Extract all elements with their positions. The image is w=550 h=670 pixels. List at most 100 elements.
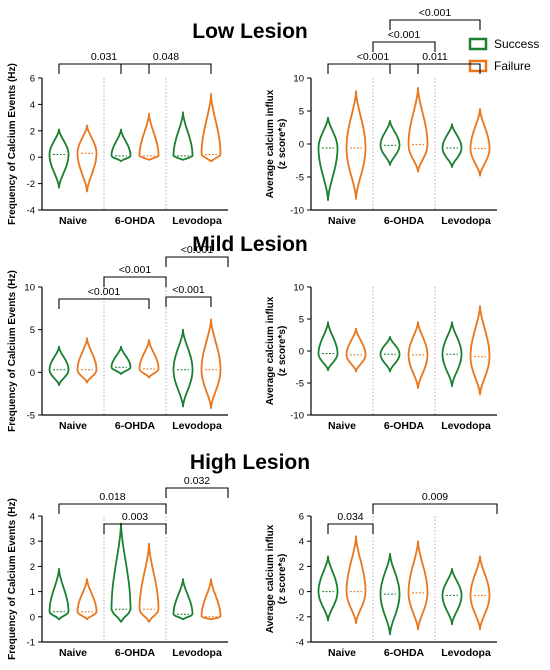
y-axis-title: Average calcium influx xyxy=(265,524,276,633)
y-tick-label: 4 xyxy=(30,512,35,523)
x-tick-label: Naive xyxy=(59,647,87,659)
y-tick-label: 10 xyxy=(24,283,35,294)
x-tick-label: 6-OHDA xyxy=(384,420,425,432)
violin-success xyxy=(379,120,401,166)
violin-success xyxy=(317,321,339,372)
x-tick-label: Naive xyxy=(59,420,87,432)
violin-failure xyxy=(407,540,429,631)
significance-label: 0.003 xyxy=(122,511,148,523)
significance-label: <0.001 xyxy=(119,264,152,276)
y-tick-label: 10 xyxy=(293,283,304,294)
significance-label: <0.001 xyxy=(181,244,214,256)
x-tick-label: Naive xyxy=(59,215,87,227)
significance-label: 0.032 xyxy=(184,475,210,487)
y-tick-label: -10 xyxy=(290,411,304,422)
chart-panel: -10 -5 0 5 10 Average calcium influx (z score*… xyxy=(265,283,497,432)
y-tick-label: 4 xyxy=(299,537,304,548)
chart-panel: -10 -5 0 5 10 Average calcium influx (z score*… xyxy=(265,7,497,227)
y-tick-label: 4 xyxy=(30,100,35,111)
violin-failure xyxy=(138,112,160,161)
panels: -4 -2 0 2 4 6 Frequency of Calcium Events (Hz)… xyxy=(7,7,498,660)
significance-bracket xyxy=(103,276,167,287)
violin-failure xyxy=(200,92,222,163)
chart-panel: -4 -2 0 2 4 6 Average calcium influx (z score*s… xyxy=(265,491,498,659)
violin-success xyxy=(110,522,132,623)
y-axis-title: Frequency of Calcium Events (Hz) xyxy=(7,498,18,660)
x-tick-label: 6-OHDA xyxy=(115,215,156,227)
violin-success xyxy=(172,328,194,408)
y-axis-title: Average calcium influx xyxy=(265,89,276,198)
violin-failure xyxy=(76,337,98,384)
violin-failure xyxy=(469,305,491,396)
y-tick-label: 0 xyxy=(299,347,304,358)
violin-failure xyxy=(345,327,367,373)
significance-bracket xyxy=(327,523,374,534)
x-tick-label: 6-OHDA xyxy=(115,647,156,659)
violin-failure xyxy=(138,542,160,623)
y-tick-label: 3 xyxy=(30,537,35,548)
violin-failure xyxy=(76,124,98,193)
y-axis-title: Average calcium influx xyxy=(265,296,276,405)
violin-failure xyxy=(138,339,160,379)
significance-bracket xyxy=(58,503,167,514)
section-title-low: Low Lesion xyxy=(192,20,308,43)
y-tick-label: -5 xyxy=(296,173,304,184)
violin-failure xyxy=(200,578,222,621)
violin-failure xyxy=(469,108,491,177)
y-tick-label: 0 xyxy=(299,140,304,151)
y-tick-label: -10 xyxy=(290,206,304,217)
significance-bracket xyxy=(165,487,229,498)
violin-success xyxy=(441,123,463,168)
violin-success xyxy=(48,345,70,386)
x-tick-label: Levodopa xyxy=(172,647,222,659)
legend: Success Failure xyxy=(468,37,539,73)
chart-panel: -4 -2 0 2 4 6 Frequency of Calcium Events (Hz)… xyxy=(7,51,228,227)
x-tick-label: 6-OHDA xyxy=(115,420,156,432)
section-title-high: High Lesion xyxy=(190,451,310,474)
violin-success xyxy=(317,116,339,201)
y-tick-label: -2 xyxy=(296,612,304,623)
significance-bracket xyxy=(327,63,419,74)
x-tick-label: Naive xyxy=(328,647,356,659)
significance-bracket xyxy=(372,503,498,514)
y-tick-label: -2 xyxy=(27,179,35,190)
significance-bracket xyxy=(120,63,212,74)
x-tick-label: Naive xyxy=(328,420,356,432)
section-title-mild: Mild Lesion xyxy=(192,233,308,256)
y-axis-title: Frequency of Calcium Events (Hz) xyxy=(7,63,18,225)
violin-failure xyxy=(407,321,429,389)
violin-failure xyxy=(76,578,98,621)
violin-success xyxy=(110,128,132,163)
significance-bracket xyxy=(58,63,150,74)
y-tick-label: -4 xyxy=(296,638,304,649)
y-tick-label: 0 xyxy=(30,153,35,164)
y-tick-label: -5 xyxy=(296,379,304,390)
significance-bracket xyxy=(103,523,167,534)
violin-failure xyxy=(200,318,222,410)
significance-bracket xyxy=(165,296,212,307)
violin-success xyxy=(441,568,463,626)
legend-swatch-failure xyxy=(468,59,488,73)
y-tick-label: -5 xyxy=(27,411,35,422)
legend-label-success: Success xyxy=(494,37,539,51)
x-tick-label: Levodopa xyxy=(172,420,222,432)
y-tick-label: 2 xyxy=(30,562,35,573)
violin-failure xyxy=(345,90,367,200)
significance-bracket xyxy=(372,41,436,52)
significance-bracket xyxy=(165,256,229,267)
violin-failure xyxy=(407,87,429,173)
legend-label-failure: Failure xyxy=(494,59,531,73)
y-tick-label: -1 xyxy=(27,638,35,649)
chart-panel: -5 0 5 10 Frequency of Calcium Events (Hz) Na… xyxy=(7,244,229,432)
y-axis-title-unit: (z score*s) xyxy=(277,554,288,605)
y-tick-label: 6 xyxy=(30,74,35,85)
x-tick-label: Levodopa xyxy=(441,647,491,659)
x-tick-label: Levodopa xyxy=(441,420,491,432)
y-tick-label: 6 xyxy=(299,512,304,523)
y-tick-label: 5 xyxy=(30,325,35,336)
significance-bracket xyxy=(58,298,150,309)
x-tick-label: Levodopa xyxy=(172,215,222,227)
violin-failure xyxy=(469,555,491,631)
